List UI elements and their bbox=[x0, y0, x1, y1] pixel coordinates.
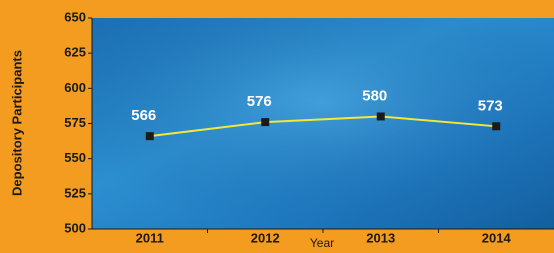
plot-glow bbox=[92, 18, 554, 229]
x-tick-label: 2012 bbox=[251, 230, 280, 245]
y-tick-label: 650 bbox=[64, 9, 86, 24]
marker bbox=[377, 112, 385, 120]
y-tick-label: 600 bbox=[64, 80, 86, 95]
data-label: 573 bbox=[478, 97, 503, 114]
y-axis-title: Depository Participants bbox=[9, 50, 24, 196]
y-tick-label: 525 bbox=[64, 185, 86, 200]
x-tick-label: 2013 bbox=[366, 230, 395, 245]
x-tick-label: 2011 bbox=[136, 230, 164, 245]
chart: Depository Participants Year 500 525 550 57… bbox=[0, 0, 554, 253]
data-label: 566 bbox=[131, 107, 156, 124]
x-tick-label: 2014 bbox=[482, 230, 512, 245]
marker bbox=[261, 118, 269, 126]
y-tick-label: 575 bbox=[64, 115, 86, 130]
data-label: 576 bbox=[247, 93, 272, 110]
x-axis-title: Year bbox=[310, 236, 334, 250]
y-tick-label: 500 bbox=[64, 220, 86, 235]
y-tick-label: 550 bbox=[64, 150, 86, 165]
marker bbox=[146, 132, 154, 140]
y-tick-label: 625 bbox=[64, 45, 86, 60]
data-label: 580 bbox=[362, 87, 387, 104]
marker bbox=[492, 122, 500, 130]
